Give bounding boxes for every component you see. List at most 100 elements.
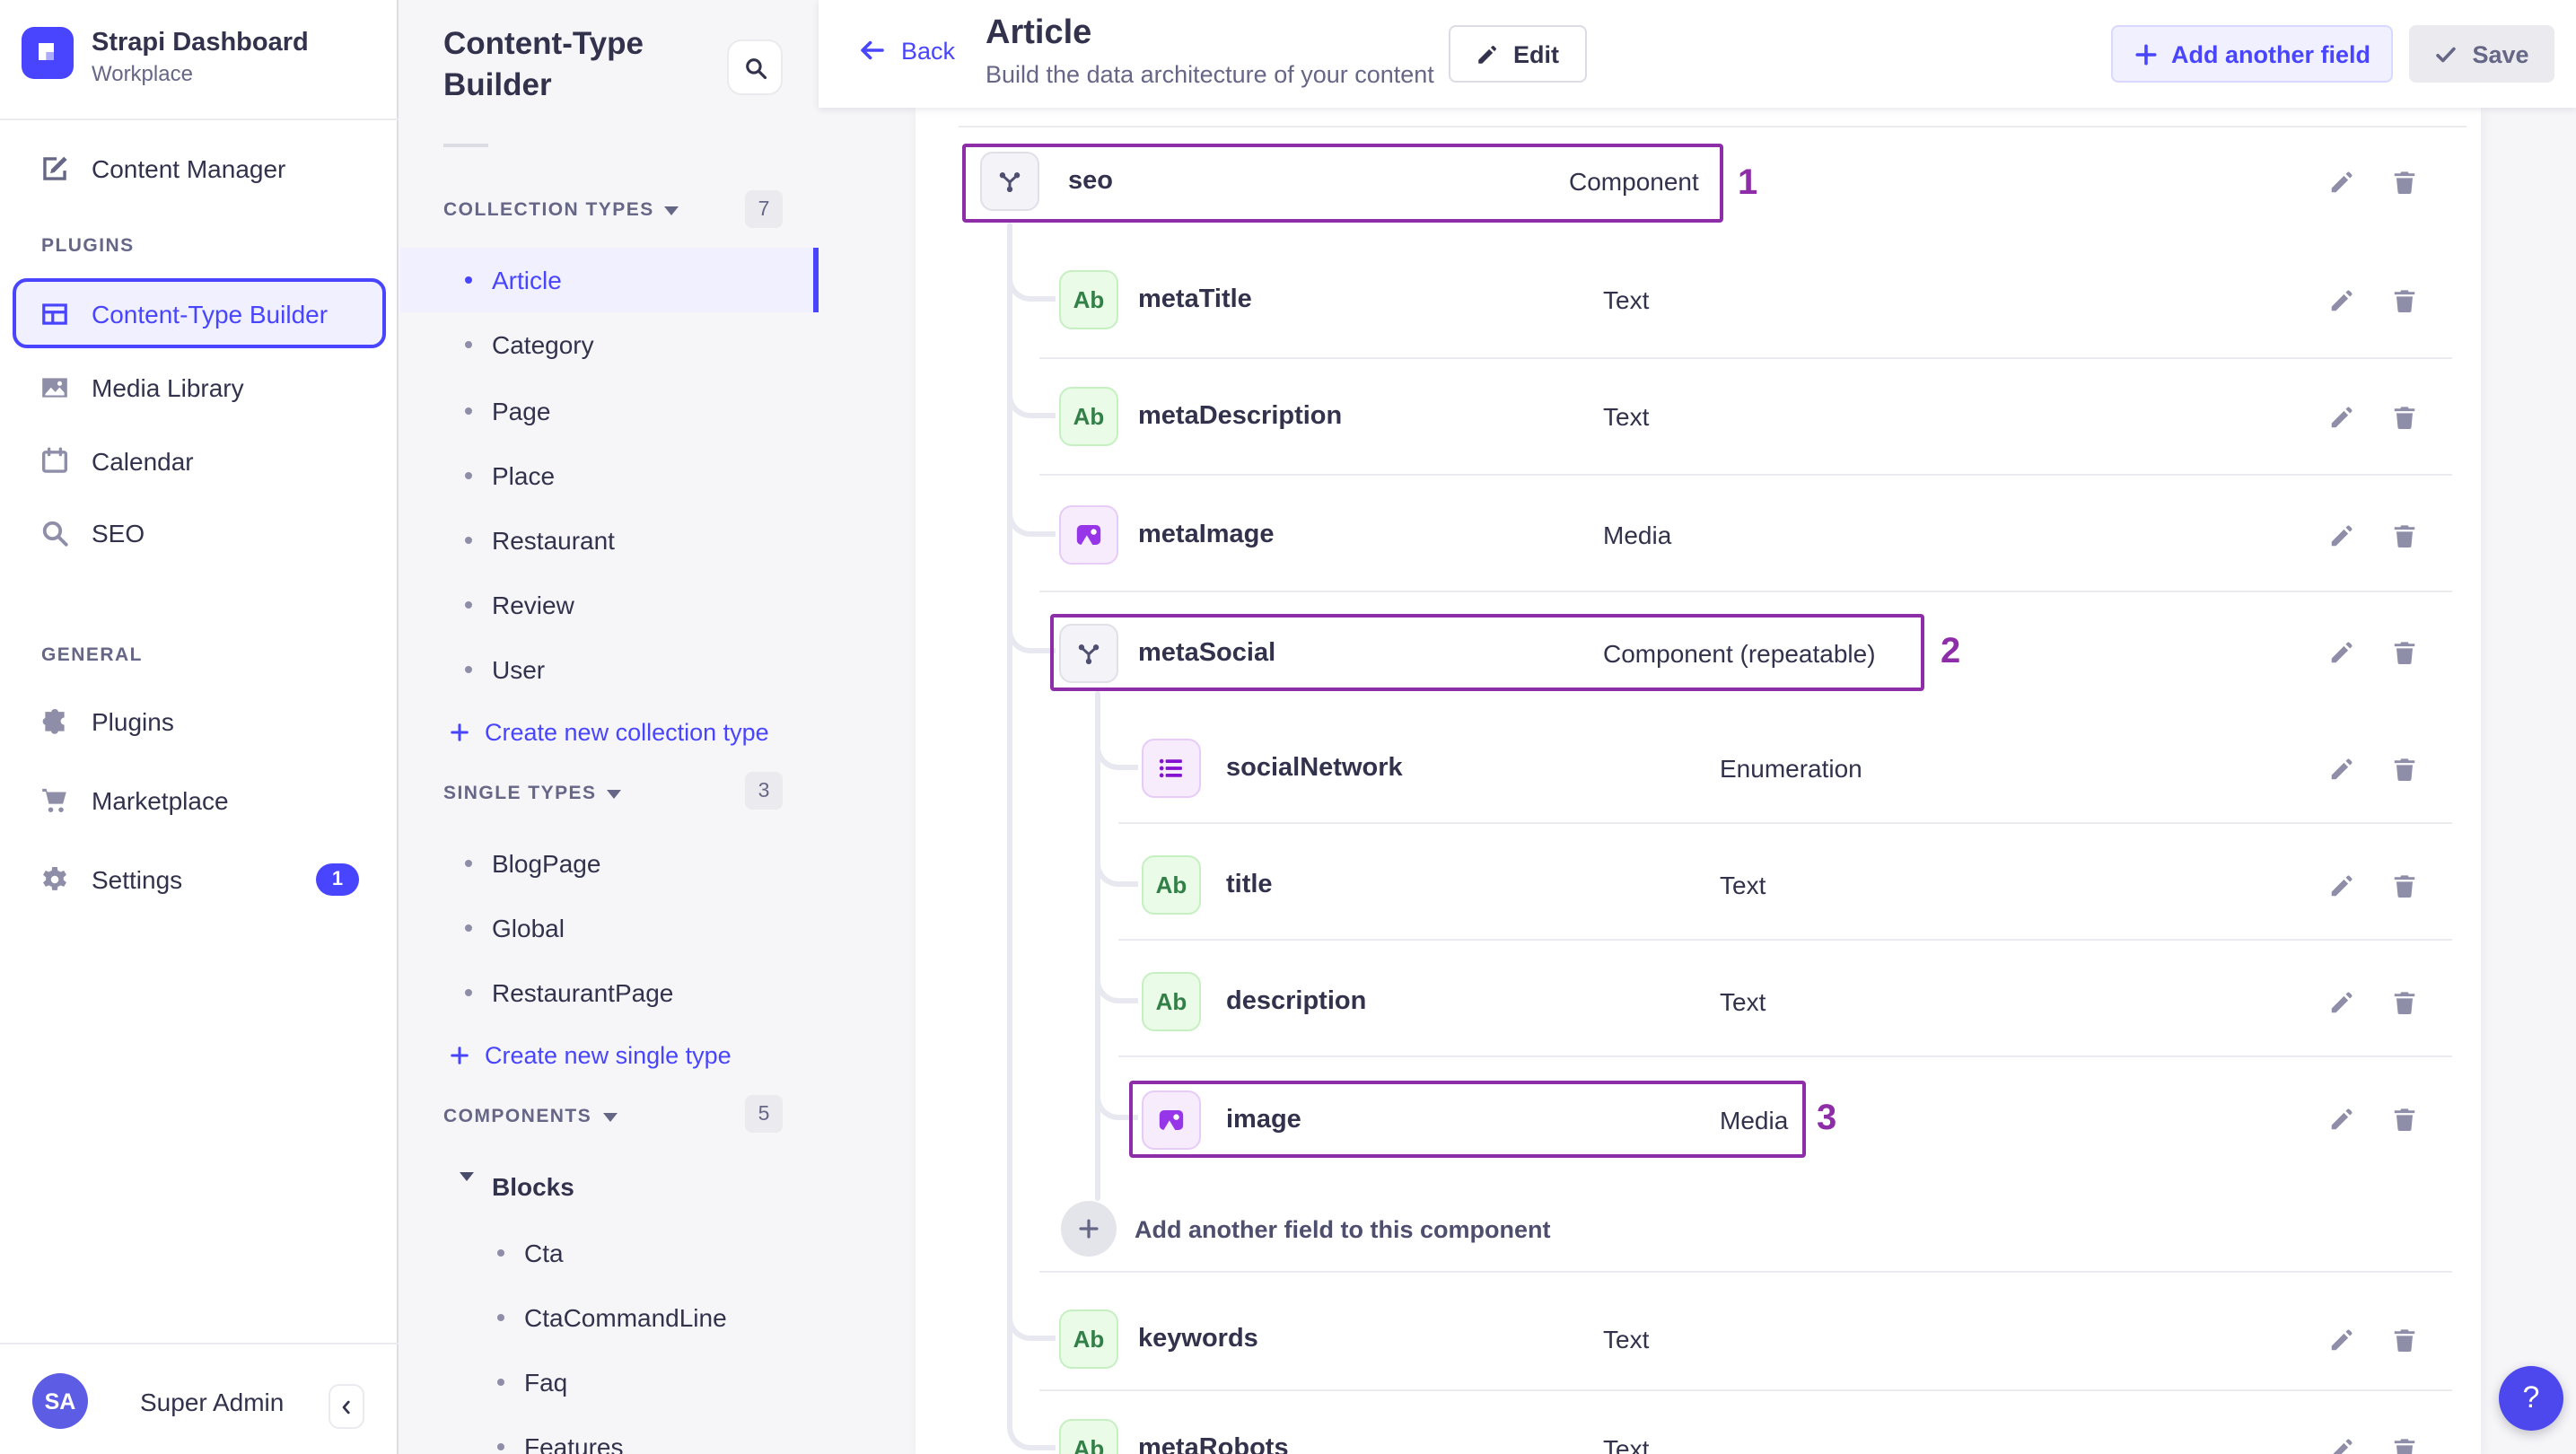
back-button[interactable]: Back (858, 36, 955, 65)
fields-card: seo Component 1 Ab metaTitle Text (916, 108, 2481, 1454)
row-divider (1039, 591, 2452, 592)
tree-elbow (1007, 253, 1056, 302)
search-button[interactable] (727, 39, 783, 95)
sidebar-item-media-library[interactable]: Media Library (0, 355, 399, 420)
subnav-item-features[interactable]: Features (400, 1415, 819, 1454)
edit-field-button[interactable] (2321, 397, 2361, 436)
delete-field-button[interactable] (2384, 515, 2423, 555)
trash-icon (2393, 758, 2414, 780)
delete-field-button[interactable] (2384, 982, 2423, 1021)
subnav-item-review[interactable]: Review (400, 573, 819, 637)
edit-field-button[interactable] (2321, 162, 2361, 201)
edit-field-button[interactable] (2321, 515, 2361, 555)
page-header: Back Article Build the data architecture… (819, 0, 2576, 108)
row-divider (1118, 822, 2452, 824)
tree-elbow (1007, 1292, 1056, 1341)
field-row-seo: seo Component (916, 144, 2481, 219)
collapse-sidebar-button[interactable] (329, 1384, 364, 1429)
field-row-metadescription: Ab metaDescription Text (916, 379, 2481, 454)
text-icon: Ab (1142, 972, 1201, 1031)
edit-field-button[interactable] (2321, 982, 2361, 1021)
subnav-item-faq[interactable]: Faq (400, 1350, 819, 1415)
subnav-item-category[interactable]: Category (400, 312, 819, 377)
trash-icon (2393, 1108, 2414, 1131)
subnav-item-page[interactable]: Page (400, 379, 819, 443)
create-single-type-link[interactable]: Create new single type (400, 1029, 819, 1082)
puzzle-icon (39, 706, 70, 737)
question-mark-icon: ? (2522, 1380, 2540, 1415)
tree-elbow (1007, 1402, 1056, 1450)
sidebar-item-plugins[interactable]: Plugins (0, 689, 399, 754)
bullet-icon (465, 666, 472, 673)
components-header[interactable]: COMPONENTS (443, 1106, 618, 1127)
edit-field-button[interactable] (2321, 865, 2361, 905)
add-another-field-button[interactable]: Add another field (2111, 25, 2393, 83)
delete-field-button[interactable] (2384, 1429, 2423, 1454)
sidebar-item-calendar[interactable]: Calendar (0, 429, 399, 494)
pencil-icon (2330, 991, 2352, 1012)
pen-icon (39, 153, 70, 184)
subnav-item-ctacommandline[interactable]: CtaCommandLine (400, 1285, 819, 1350)
row-divider (1118, 939, 2452, 941)
row-divider (1039, 1271, 2452, 1273)
field-row-keywords: Ab keywords Text (916, 1301, 2481, 1377)
collection-types-count: 7 (745, 190, 783, 228)
subnav-item-global[interactable]: Global (400, 896, 819, 960)
edit-field-button[interactable] (2321, 1099, 2361, 1139)
edit-field-button[interactable] (2321, 1319, 2361, 1359)
edit-field-button[interactable] (2321, 280, 2361, 320)
pencil-icon (2330, 406, 2352, 427)
bullet-icon (465, 407, 472, 415)
delete-field-button[interactable] (2384, 162, 2423, 201)
delete-field-button[interactable] (2384, 1319, 2423, 1359)
subnav-group-blocks[interactable]: Blocks (400, 1154, 819, 1219)
bullet-icon (465, 860, 472, 867)
builder-content: seo Component 1 Ab metaTitle Text (819, 108, 2576, 1454)
tree-line (1095, 691, 1100, 1201)
tree-elbow (1007, 370, 1056, 418)
cart-icon (39, 785, 70, 816)
delete-field-button[interactable] (2384, 865, 2423, 905)
pencil-icon (2330, 171, 2352, 192)
enumeration-icon (1142, 739, 1201, 798)
sidebar-item-marketplace[interactable]: Marketplace (0, 768, 399, 833)
media-icon (1142, 1090, 1201, 1149)
subnav-item-restaurant[interactable]: Restaurant (400, 508, 819, 573)
subnav-item-restaurantpage[interactable]: RestaurantPage (400, 960, 819, 1025)
chevron-down-icon (664, 206, 679, 215)
save-button[interactable]: Save (2409, 25, 2554, 83)
edit-field-button[interactable] (2321, 1429, 2361, 1454)
row-divider (959, 126, 2466, 127)
sidebar-item-content-manager[interactable]: Content Manager (0, 136, 399, 201)
subnav-item-blogpage[interactable]: BlogPage (400, 831, 819, 896)
single-types-header[interactable]: SINGLE TYPES (443, 783, 622, 804)
delete-field-button[interactable] (2384, 1099, 2423, 1139)
edit-field-button[interactable] (2321, 749, 2361, 788)
delete-field-button[interactable] (2384, 397, 2423, 436)
strapi-logo[interactable] (22, 27, 74, 79)
sidebar-item-seo[interactable]: SEO (0, 501, 399, 565)
edit-field-button[interactable] (2321, 633, 2361, 672)
sidebar-item-settings[interactable]: Settings (0, 847, 399, 912)
collection-types-header[interactable]: COLLECTION TYPES (443, 199, 679, 221)
subnav-item-user[interactable]: User (400, 637, 819, 702)
trash-icon (2393, 1328, 2414, 1351)
edit-button[interactable]: Edit (1449, 25, 1586, 83)
field-row-metaimage: metaImage Media (916, 497, 2481, 573)
delete-field-button[interactable] (2384, 633, 2423, 672)
calendar-icon (39, 446, 70, 477)
subnav-item-article[interactable]: Article (400, 248, 819, 312)
add-field-to-component-button[interactable] (1061, 1201, 1117, 1257)
tree-elbow (1007, 488, 1056, 537)
delete-field-button[interactable] (2384, 280, 2423, 320)
subnav-item-place[interactable]: Place (400, 443, 819, 508)
text-icon: Ab (1059, 270, 1118, 329)
help-button[interactable]: ? (2499, 1366, 2563, 1431)
user-avatar[interactable]: SA (32, 1373, 88, 1429)
delete-field-button[interactable] (2384, 749, 2423, 788)
subnav-item-cta[interactable]: Cta (400, 1221, 819, 1285)
sidebar-item-content-type-builder[interactable]: Content-Type Builder (13, 278, 386, 348)
create-collection-type-link[interactable]: Create new collection type (400, 705, 819, 759)
bullet-icon (465, 601, 472, 609)
trash-icon (2393, 171, 2414, 193)
